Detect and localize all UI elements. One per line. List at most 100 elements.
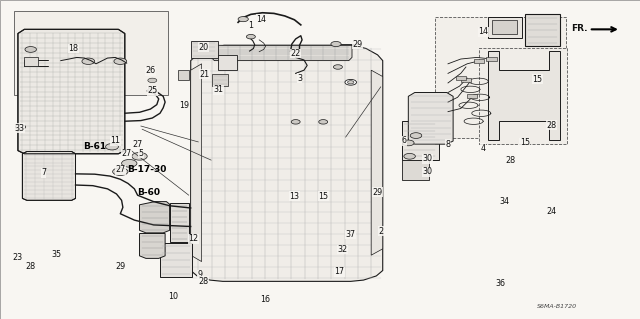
Text: 4: 4 (481, 144, 486, 153)
Text: 32: 32 (337, 245, 348, 254)
Bar (178, 70, 189, 80)
Text: 33: 33 (14, 124, 24, 133)
Text: 18: 18 (68, 44, 79, 53)
Circle shape (345, 79, 356, 85)
Bar (212, 74, 228, 86)
Text: 11: 11 (110, 137, 120, 145)
Text: 1: 1 (248, 21, 253, 30)
Text: 12: 12 (188, 234, 198, 243)
Text: 6: 6 (402, 137, 407, 145)
Text: 27: 27 (132, 140, 143, 149)
Circle shape (106, 144, 118, 150)
Bar (461, 78, 471, 82)
Text: B-17-30: B-17-30 (127, 165, 166, 174)
Polygon shape (170, 203, 189, 242)
Text: 10: 10 (168, 292, 178, 300)
Text: 26: 26 (145, 66, 156, 75)
Text: 29: 29 (352, 40, 362, 48)
Circle shape (410, 133, 422, 138)
Text: B-60: B-60 (138, 188, 161, 197)
Polygon shape (525, 14, 560, 46)
Bar (191, 41, 218, 58)
Polygon shape (191, 64, 202, 262)
Polygon shape (371, 70, 383, 255)
Text: 2: 2 (378, 227, 383, 236)
Polygon shape (402, 160, 429, 180)
Polygon shape (160, 243, 192, 277)
Text: 13: 13 (289, 192, 300, 201)
Text: S6MA-B1720: S6MA-B1720 (537, 304, 577, 309)
Text: 17: 17 (334, 267, 344, 276)
Text: 14: 14 (256, 15, 266, 24)
Text: 28: 28 (26, 262, 36, 271)
Circle shape (246, 34, 255, 39)
Text: 28: 28 (198, 277, 209, 286)
Bar (467, 94, 477, 98)
Polygon shape (140, 234, 165, 258)
Text: 20: 20 (198, 43, 209, 52)
Circle shape (114, 58, 127, 64)
Text: 7: 7 (41, 168, 46, 177)
Text: 14: 14 (478, 27, 488, 36)
Polygon shape (402, 121, 439, 160)
Polygon shape (191, 45, 383, 281)
Text: 30: 30 (422, 167, 433, 176)
Bar (14, 11, 168, 95)
Text: 34: 34 (499, 197, 509, 206)
Text: 19: 19 (179, 101, 189, 110)
Text: 37: 37 (346, 230, 356, 239)
Text: 28: 28 (547, 121, 557, 130)
Text: 30: 30 (422, 154, 433, 163)
Circle shape (148, 88, 157, 92)
Circle shape (132, 152, 147, 160)
Circle shape (331, 41, 341, 47)
Circle shape (148, 78, 157, 83)
Text: 23: 23 (13, 253, 23, 262)
Text: 27: 27 (115, 165, 125, 174)
Text: 28: 28 (506, 156, 516, 165)
Text: 15: 15 (520, 138, 530, 147)
Circle shape (319, 120, 328, 124)
Polygon shape (24, 57, 38, 66)
Text: 9: 9 (198, 271, 203, 279)
Bar (456, 76, 466, 80)
Polygon shape (18, 29, 125, 154)
Text: B-61: B-61 (83, 142, 106, 151)
Text: 27: 27 (122, 149, 132, 158)
Bar (218, 55, 237, 70)
Polygon shape (22, 152, 76, 200)
Text: 22: 22 (291, 49, 301, 58)
Circle shape (333, 65, 342, 69)
Bar (474, 59, 484, 63)
Text: FR.: FR. (571, 24, 588, 33)
Text: 15: 15 (532, 75, 543, 84)
Text: 36: 36 (495, 279, 506, 288)
Text: 29: 29 (372, 188, 383, 197)
Circle shape (113, 168, 128, 175)
Text: 16: 16 (260, 295, 271, 304)
Circle shape (238, 17, 248, 22)
Circle shape (122, 160, 137, 167)
Circle shape (25, 47, 36, 52)
Text: 25: 25 (147, 86, 157, 95)
Bar (486, 57, 497, 61)
Bar (435, 17, 566, 138)
Text: 31: 31 (214, 85, 224, 94)
Text: 24: 24 (547, 207, 557, 216)
Bar (479, 48, 567, 144)
Polygon shape (488, 17, 522, 38)
Circle shape (403, 140, 414, 146)
Circle shape (15, 124, 26, 130)
Text: 21: 21 (200, 70, 210, 78)
Circle shape (404, 153, 415, 159)
Text: 15: 15 (318, 192, 328, 201)
Polygon shape (211, 45, 352, 61)
Text: 8: 8 (445, 140, 451, 149)
Polygon shape (140, 202, 170, 233)
Text: 35: 35 (51, 250, 61, 259)
Circle shape (348, 81, 354, 84)
Text: 3: 3 (297, 74, 302, 83)
Bar (492, 20, 517, 34)
Circle shape (291, 120, 300, 124)
Circle shape (82, 58, 95, 64)
